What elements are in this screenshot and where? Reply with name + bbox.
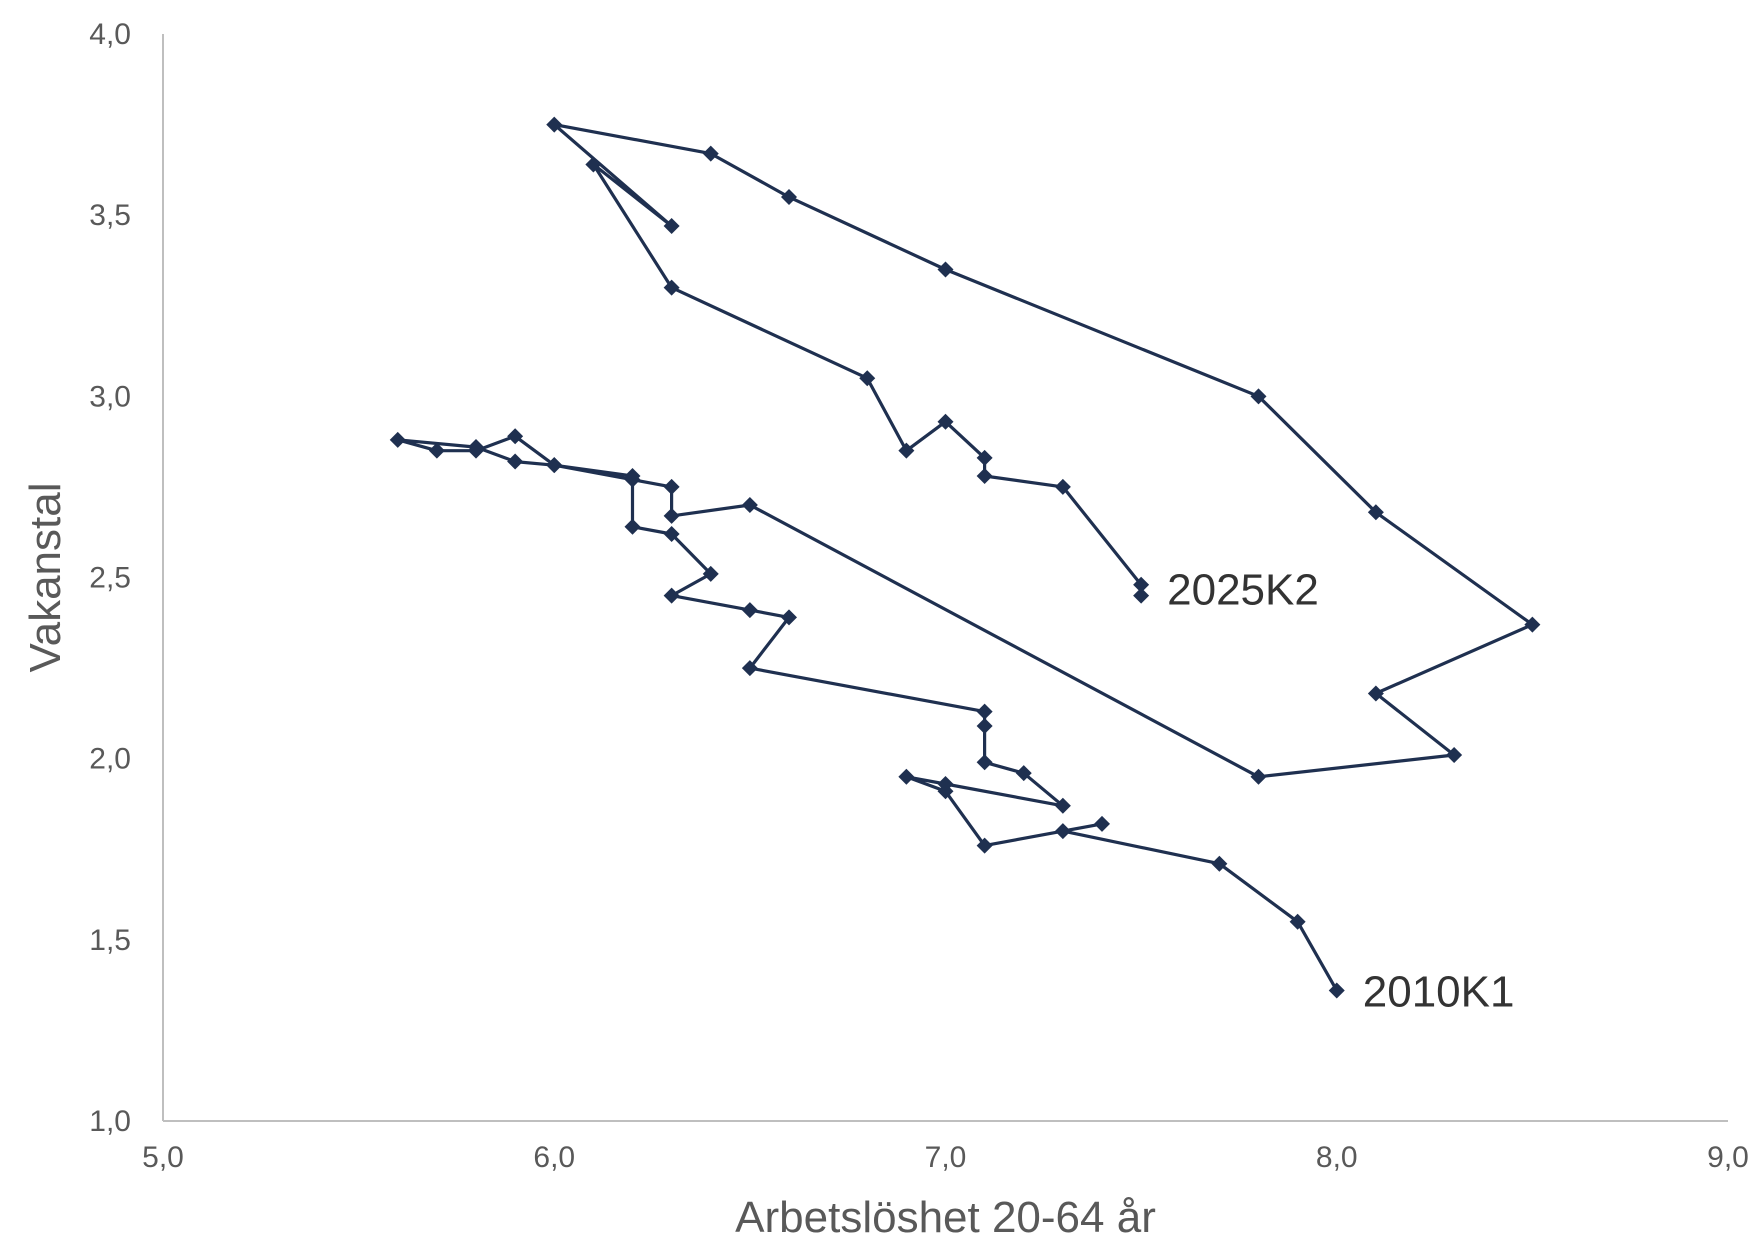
data-point-marker — [1133, 587, 1150, 604]
x-tick-label: 5,0 — [142, 1141, 184, 1174]
data-point-marker — [976, 754, 993, 771]
data-point-marker — [546, 116, 563, 133]
data-point-marker — [898, 442, 915, 459]
data-point-marker — [1524, 616, 1541, 633]
data-point-marker — [546, 457, 563, 474]
data-point-marker — [663, 478, 680, 495]
data-point-marker — [624, 471, 641, 488]
x-tick-label: 7,0 — [925, 1141, 967, 1174]
data-point-marker — [468, 442, 484, 459]
data-point-marker — [741, 497, 758, 514]
series-layer — [396, 122, 1535, 992]
y-tick-label: 1,5 — [89, 924, 131, 957]
data-point-marker — [976, 703, 993, 720]
data-point-marker — [976, 718, 993, 735]
data-point-marker — [507, 428, 524, 445]
data-point-marker — [976, 468, 993, 485]
y-tick-label: 1,0 — [89, 1105, 131, 1138]
x-tick-label: 9,0 — [1707, 1141, 1749, 1174]
y-tick-label: 3,5 — [89, 199, 131, 232]
data-point-marker — [1133, 576, 1150, 593]
data-point-marker — [1054, 823, 1071, 840]
data-point-marker — [1328, 982, 1345, 999]
data-point-marker — [781, 609, 797, 626]
y-tick-label: 2,0 — [89, 743, 131, 776]
data-point-marker — [1250, 388, 1267, 405]
data-point-marker — [937, 413, 954, 430]
data-point-marker — [859, 370, 876, 387]
y-tick-labels: 1,0 1,5 2,0 2,5 3,0 3,5 4,0 — [89, 18, 131, 1138]
data-point-marker — [702, 145, 719, 162]
data-point-marker — [1367, 685, 1384, 702]
data-point-marker — [389, 431, 406, 448]
data-point-marker — [741, 602, 758, 619]
y-tick-label: 4,0 — [89, 18, 131, 51]
annotations-layer: 2025K2 2010K1 — [1167, 565, 1514, 1016]
x-tick-labels: 5,0 6,0 7,0 8,0 9,0 — [142, 1141, 1749, 1174]
x-tick-label: 6,0 — [533, 1141, 575, 1174]
series-line — [396, 122, 1535, 992]
x-tick-label: 8,0 — [1316, 1141, 1358, 1174]
point-annotation: 2025K2 — [1167, 565, 1319, 614]
point-annotation: 2010K1 — [1363, 968, 1515, 1017]
y-axis-title: Vakanstal — [21, 483, 70, 673]
y-tick-label: 3,0 — [89, 380, 131, 413]
data-point-marker — [1211, 855, 1228, 872]
data-point-marker — [428, 442, 445, 459]
data-point-marker — [663, 587, 680, 604]
data-point-marker — [898, 768, 915, 785]
data-point-marker — [663, 279, 680, 296]
data-point-marker — [1250, 768, 1267, 785]
data-point-marker — [1054, 478, 1071, 495]
data-point-marker — [663, 526, 680, 543]
data-point-marker — [1094, 815, 1110, 832]
markers-layer — [389, 116, 1541, 999]
data-point-marker — [663, 507, 680, 524]
data-point-marker — [781, 189, 797, 206]
y-tick-label: 2,5 — [89, 562, 131, 595]
data-point-marker — [937, 776, 954, 793]
data-point-marker — [1054, 797, 1071, 814]
x-axis-title: Arbetslöshet 20-64 år — [735, 1193, 1156, 1242]
data-point-marker — [937, 261, 954, 278]
data-point-marker — [1289, 913, 1306, 930]
axes — [162, 34, 1728, 1122]
data-point-marker — [702, 565, 719, 582]
data-point-marker — [507, 453, 524, 470]
data-point-marker — [976, 837, 993, 854]
data-point-marker — [663, 218, 680, 235]
data-point-marker — [624, 518, 641, 535]
data-point-marker — [1446, 747, 1463, 764]
data-point-marker — [1367, 504, 1384, 521]
data-point-marker — [1015, 765, 1032, 782]
data-point-marker — [741, 660, 758, 677]
data-point-marker — [585, 156, 602, 173]
data-point-marker — [976, 449, 993, 466]
